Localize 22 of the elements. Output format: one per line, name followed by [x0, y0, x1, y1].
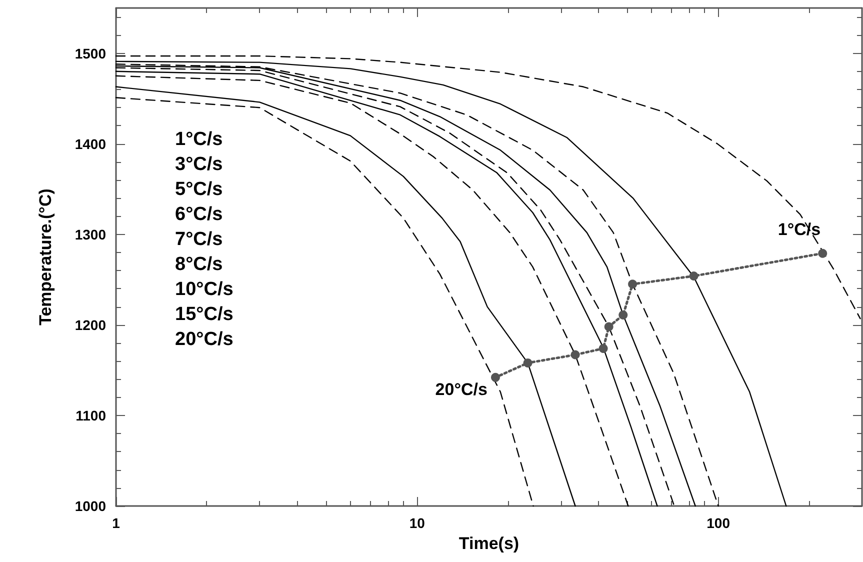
annotation: 3°C/s: [175, 154, 223, 175]
annotation: 6°C/s: [175, 204, 223, 225]
annotation: 20°C/s: [175, 329, 234, 350]
annotation: 20°C/s: [435, 380, 488, 399]
annotation: 1°C/s: [778, 220, 821, 239]
annotation: 15°C/s: [175, 304, 234, 325]
annotation: 5°C/s: [175, 179, 223, 200]
y-tick-label: 1300: [74, 226, 106, 242]
annotation: 8°C/s: [175, 254, 223, 275]
annotation: 1°C/s: [175, 129, 223, 150]
x-tick-label: 1: [112, 515, 120, 531]
y-tick-label: 1200: [74, 316, 106, 333]
y-tick-label: 1000: [74, 498, 106, 514]
y-tick-label: 1400: [74, 136, 106, 152]
y-tick-label: 1100: [76, 407, 106, 424]
x-tick-label: 10: [409, 515, 426, 531]
x-axis-title: Time(s): [458, 534, 520, 553]
x-tick-label: 100: [706, 515, 730, 531]
y-tick-label: 1500: [74, 45, 106, 62]
annotation: 10°C/s: [175, 279, 234, 300]
y-axis-title: Temperature.(°C): [36, 188, 55, 326]
annotation: 7°C/s: [175, 229, 223, 250]
